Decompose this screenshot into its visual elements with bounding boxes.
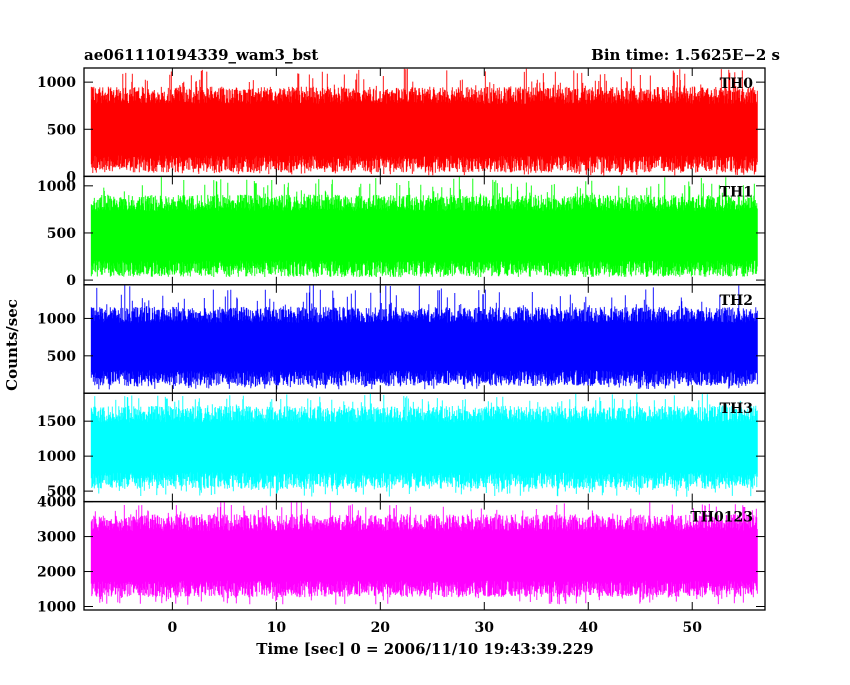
panel-label: TH0 <box>720 76 754 92</box>
y-tick-label: 1000 <box>37 75 76 91</box>
panel-label: TH1 <box>720 184 753 200</box>
x-tick-label: 10 <box>267 620 287 636</box>
y-tick-label: 0 <box>66 273 76 289</box>
y-tick-label: 500 <box>47 226 76 242</box>
bin-time-label: Bin time: 1.5625E−2 s <box>591 46 780 64</box>
y-tick-label: 1000 <box>37 449 76 465</box>
panel-frame <box>83 500 766 611</box>
x-tick-label: 0 <box>167 620 177 636</box>
y-tick-label: 0 <box>66 169 76 185</box>
y-tick-label: 4000 <box>37 495 76 511</box>
y-tick-label: 500 <box>47 122 76 138</box>
panel-label: TH0123 <box>690 510 753 526</box>
panel-label: TH3 <box>720 401 753 417</box>
panel-th3: 500 1000 1500 TH3 <box>37 392 766 503</box>
series-th0123 <box>90 501 758 605</box>
y-tick-label: 500 <box>47 484 76 500</box>
panel-label: TH2 <box>720 293 753 309</box>
x-tick-label: 40 <box>579 620 599 636</box>
x-axis-label: Time [sec] 0 = 2006/11/10 19:43:39.229 <box>256 640 593 658</box>
series-th3 <box>90 393 758 497</box>
y-tick-label: 3000 <box>37 530 76 546</box>
y-tick-label: 1000 <box>37 179 76 195</box>
panel-th0123: 1000 2000 3000 4000 TH0123 <box>37 495 766 616</box>
y-tick-label: 2000 <box>37 565 76 581</box>
series-th1 <box>90 176 758 278</box>
panel-th2: 500 1000 TH2 <box>37 284 766 394</box>
y-tick-label: 500 <box>47 349 76 365</box>
y-tick-label: 1000 <box>37 600 76 616</box>
x-tick-label: 50 <box>682 620 702 636</box>
y-axis-label: Counts/sec <box>3 299 21 391</box>
x-tick-label: 30 <box>475 620 495 636</box>
chart-title: ae061110194339_wam3_bst <box>84 46 318 64</box>
panel-th1: 0 500 1000 TH1 <box>37 175 766 289</box>
panel-th0: 0 500 1000 TH0 <box>37 67 766 185</box>
series-th2 <box>90 285 758 390</box>
y-tick-label: 1000 <box>37 311 76 327</box>
x-tick-label: 20 <box>371 620 391 636</box>
series-th0 <box>90 68 758 176</box>
y-tick-label: 1500 <box>37 414 76 430</box>
